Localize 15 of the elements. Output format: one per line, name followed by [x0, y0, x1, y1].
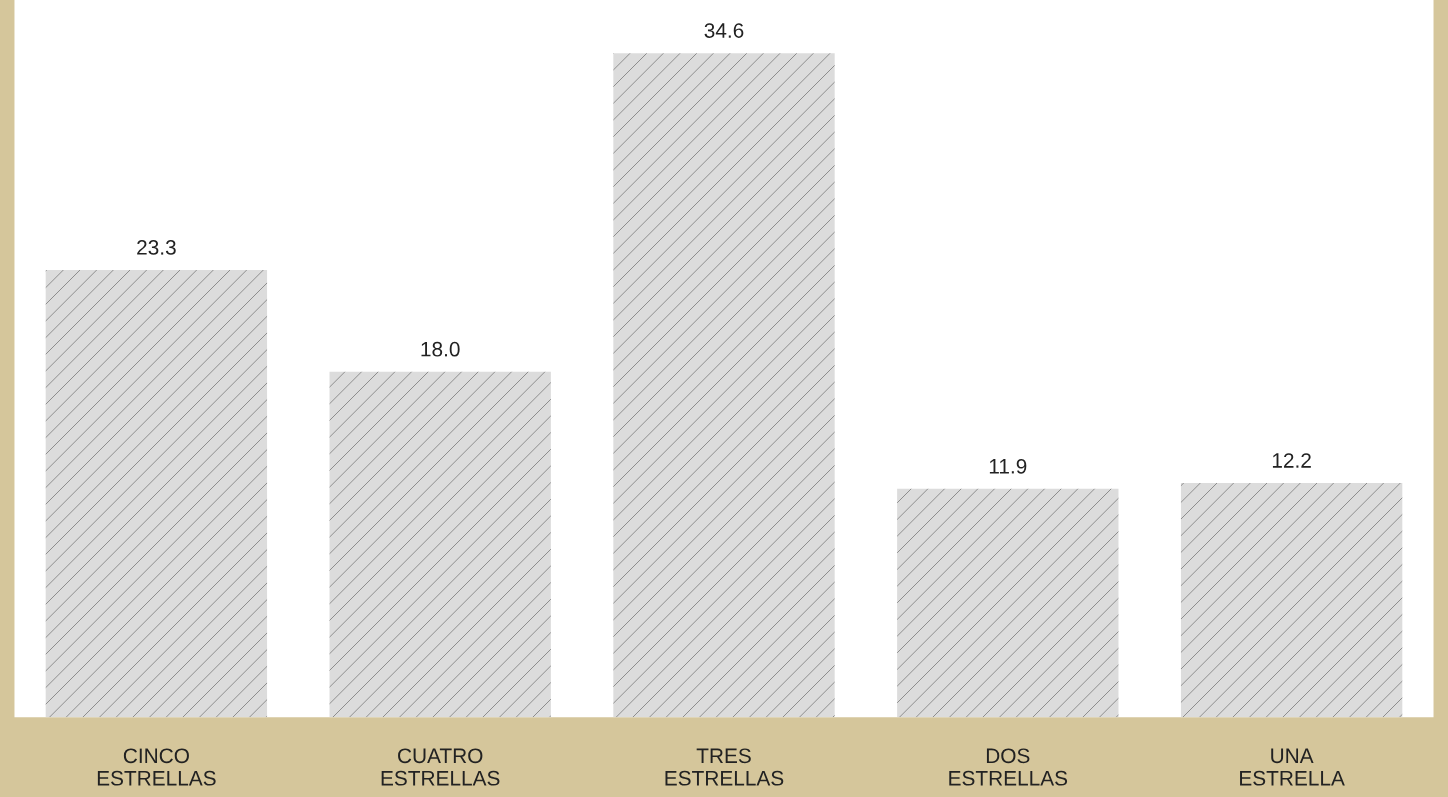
x-tick-label: CUATRO ESTRELLAS — [381, 748, 500, 786]
bar — [897, 488, 1119, 718]
data-label: 18.0 — [421, 341, 460, 357]
x-tick-label: UNA ESTRELLA — [1240, 748, 1345, 786]
bar — [329, 371, 551, 718]
data-label: 23.3 — [137, 240, 176, 255]
bar — [613, 53, 835, 718]
data-label: 12.2 — [1272, 453, 1311, 468]
x-tick-label: DOS ESTRELLAS — [949, 748, 1068, 786]
data-label: 11.9 — [989, 458, 1027, 474]
x-tick-label: TRES ESTRELLAS — [665, 748, 784, 786]
data-label: 34.6 — [704, 23, 744, 38]
x-tick-label: CINCO ESTRELLAS — [97, 748, 216, 786]
bar — [1180, 483, 1403, 718]
bar — [45, 270, 268, 718]
